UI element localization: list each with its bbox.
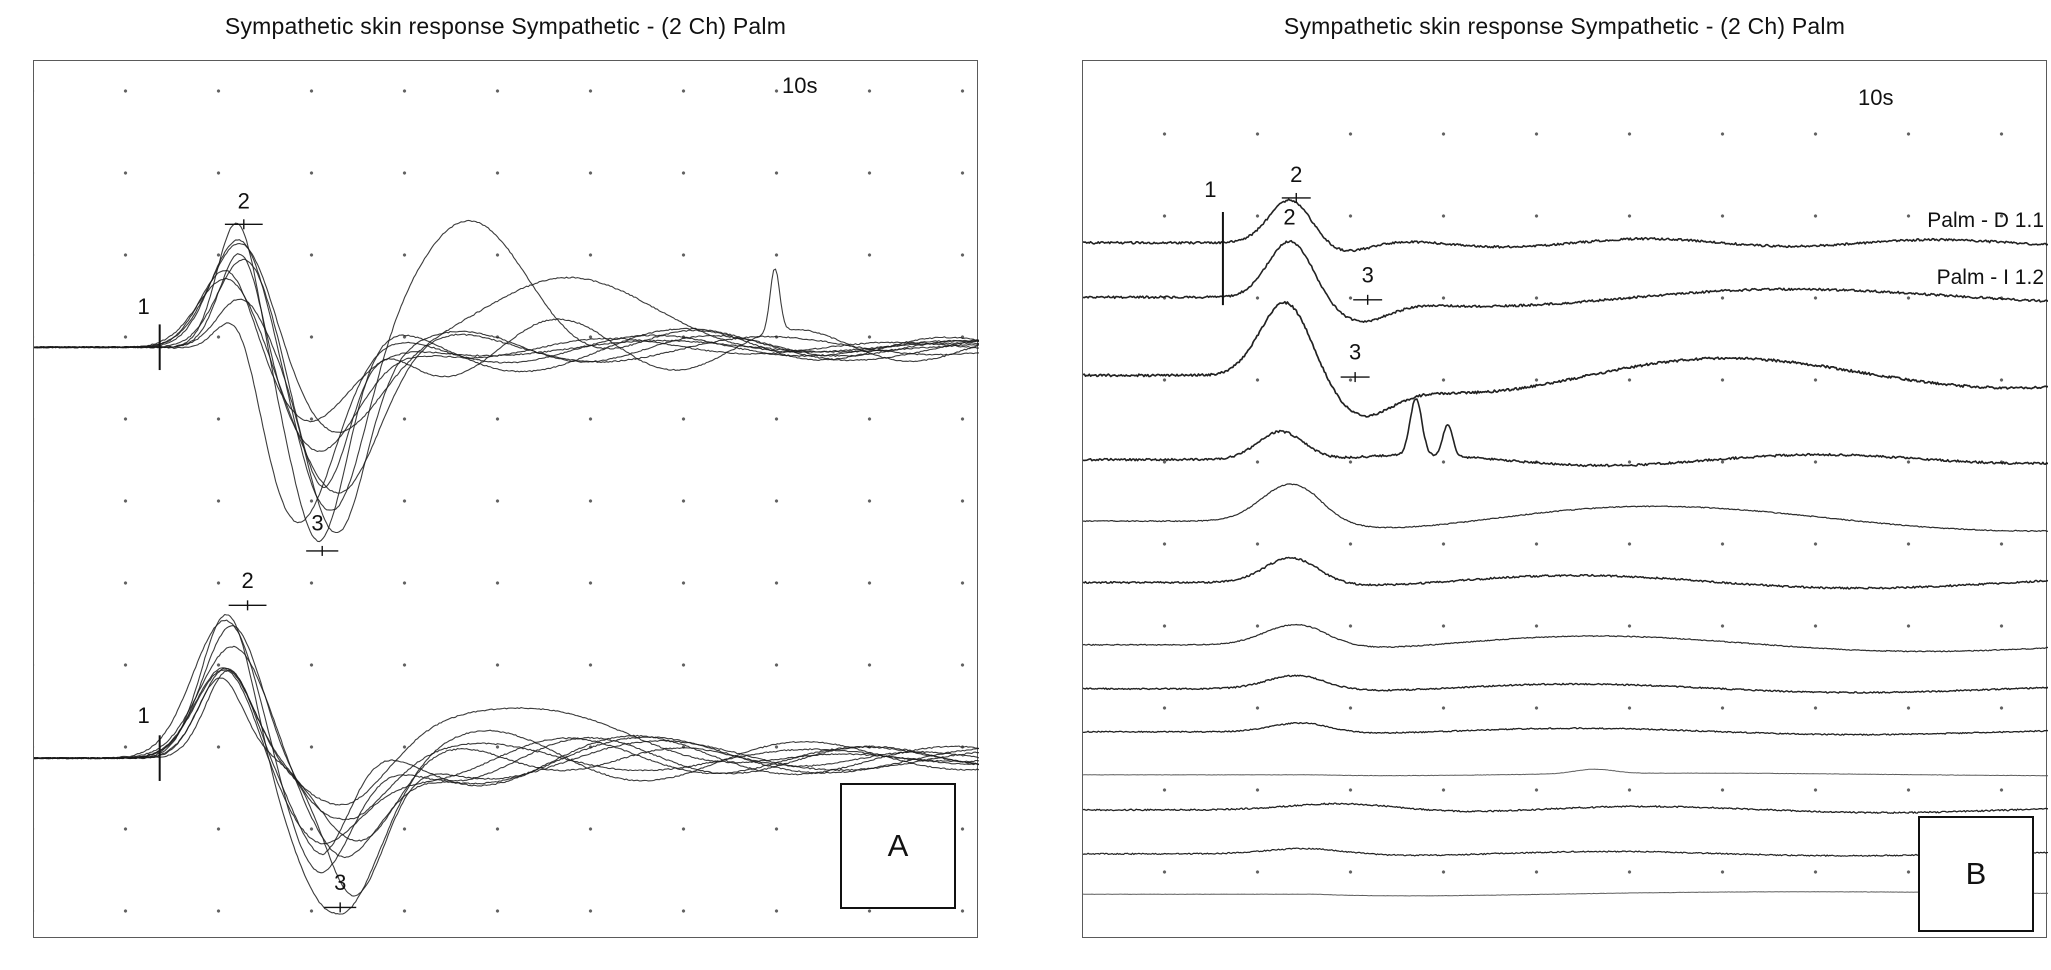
marker-label: 2 — [1290, 162, 1302, 187]
channel-label-palm-d: Palm - D 1.1 — [1927, 209, 2044, 232]
ssr-trace — [1083, 674, 2048, 694]
ssr-trace — [34, 613, 979, 915]
panel-a-label-box: A — [840, 783, 956, 909]
ssr-trace — [34, 645, 979, 859]
panel-b-timebase-label: 10s — [1858, 85, 1894, 110]
ssr-trace — [34, 669, 979, 856]
panel-a-title: Sympathetic skin response Sympathetic - … — [224, 13, 787, 39]
ssr-trace — [1083, 768, 2048, 777]
ssr-trace — [34, 242, 979, 434]
ssr-trace — [1083, 198, 2048, 253]
marker-label: 1 — [137, 703, 149, 728]
panel-a-timebase-label: 10s — [782, 73, 818, 98]
ssr-trace — [34, 322, 979, 524]
ssr-trace — [1083, 802, 2048, 815]
ssr-trace — [1083, 847, 2048, 857]
marker-label: 1 — [137, 294, 149, 319]
channel-label-palm-i: Palm - I 1.2 — [1936, 266, 2044, 289]
panel-b-trace-canvas: 1 2 2 3 3 — [1083, 162, 2048, 897]
marker-label: 3 — [334, 870, 346, 895]
panel-b-label-box: B — [1918, 816, 2034, 932]
ssr-trace — [34, 667, 979, 806]
ssr-trace — [1083, 721, 2048, 736]
ssr-trace — [1083, 891, 2048, 897]
marker-label: 2 — [238, 189, 250, 214]
ssr-trace — [1083, 623, 2048, 653]
ssr-trace — [34, 619, 979, 874]
ssr-trace — [1083, 483, 2048, 533]
ssr-trace — [34, 253, 979, 453]
ssr-trace — [34, 258, 979, 489]
ssr-trace — [1083, 398, 2048, 468]
ssr-trace — [34, 677, 979, 897]
ssr-trace — [34, 277, 979, 494]
ssr-trace — [34, 298, 979, 534]
panel-b-label: B — [1965, 856, 1987, 891]
ssr-trace — [34, 625, 979, 821]
ssr-trace — [34, 222, 979, 543]
panel-b-title: Sympathetic skin response Sympathetic - … — [1283, 13, 1846, 39]
marker-label: 1 — [1204, 177, 1216, 202]
panel-a: 1 2 3 1 2 3 10s A — [33, 60, 979, 938]
marker-label: 3 — [1349, 340, 1361, 365]
marker-label: 3 — [311, 511, 323, 536]
panel-a-trace-canvas: 1 2 3 1 2 3 — [34, 189, 979, 915]
ssr-trace — [1083, 239, 2048, 323]
panel-b: 1 2 2 3 3 10s Palm - D 1.1 Palm - I 1.2 B — [1082, 60, 2048, 938]
marker-label: 2 — [1283, 204, 1295, 229]
ssr-trace — [1083, 300, 2048, 418]
marker-label: 3 — [1362, 262, 1374, 287]
ssr-trace — [34, 669, 979, 845]
marker-label: 2 — [241, 568, 253, 593]
ssr-trace — [1083, 556, 2048, 590]
panel-a-label: A — [887, 828, 909, 863]
ssr-trace — [34, 219, 979, 511]
